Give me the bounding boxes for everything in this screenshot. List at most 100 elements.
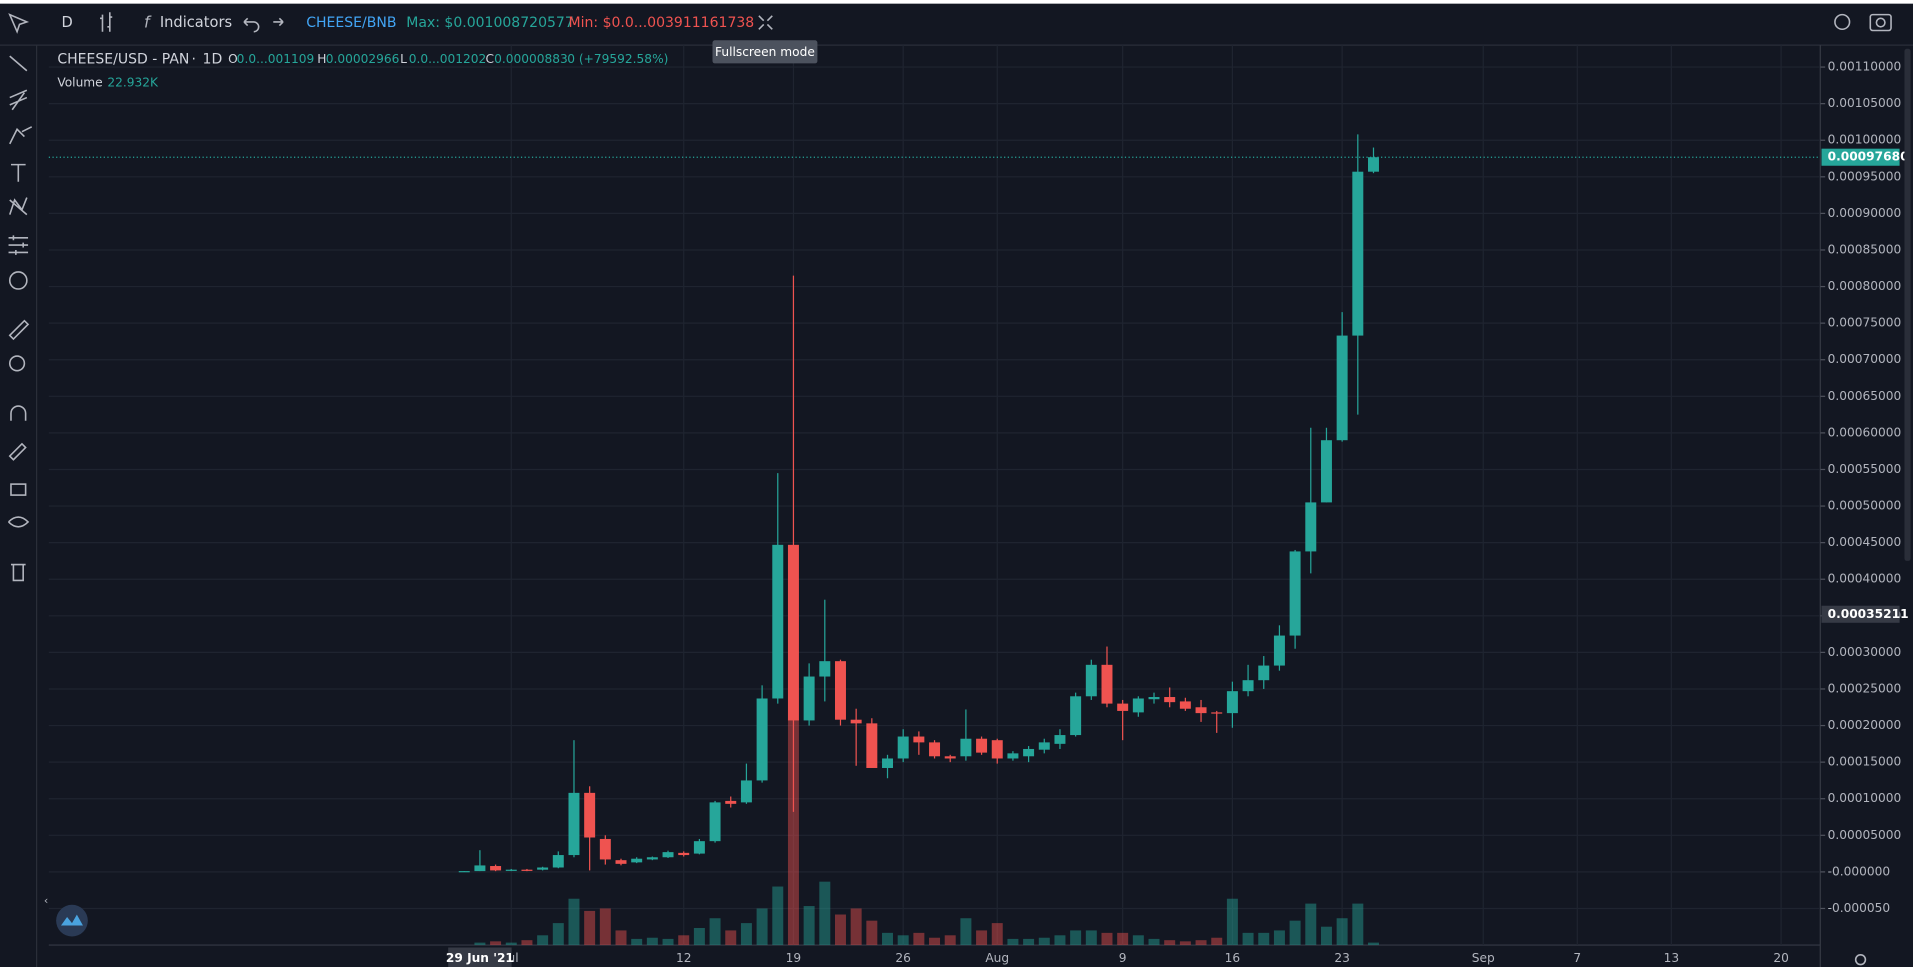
visibility-tool[interactable]	[7, 516, 30, 528]
chart-type-icon[interactable]	[100, 12, 113, 32]
collapse-arrow[interactable]: ‹	[44, 894, 48, 907]
volume-bar	[991, 923, 1003, 946]
volume-bar	[897, 935, 909, 946]
volume-bar	[960, 918, 972, 946]
volume-bar	[1305, 903, 1317, 946]
logo-mark	[61, 914, 83, 926]
ohlc-value: 0.00000883	[494, 52, 568, 66]
volume-bar	[709, 918, 721, 946]
volume-bar	[615, 930, 627, 946]
candle-body	[787, 544, 799, 721]
candle-body	[568, 792, 580, 856]
trend-line-tool[interactable]	[9, 55, 28, 72]
candle-body	[1085, 664, 1097, 697]
x-tick-label: Aug	[985, 951, 1009, 965]
candle-body	[897, 736, 909, 759]
magnet-tool[interactable]	[10, 405, 27, 421]
candle-body	[1117, 703, 1129, 711]
volume-bar	[646, 937, 658, 946]
y-tick-label: 0.00045000	[1828, 535, 1902, 549]
text-tool[interactable]	[10, 163, 26, 182]
candle-body	[1368, 157, 1379, 172]
volume-bar	[490, 941, 502, 946]
candle-body	[740, 780, 752, 803]
candle-body	[1038, 742, 1050, 750]
candle-body	[1320, 440, 1332, 503]
candle-body	[662, 852, 674, 858]
candle-body	[1195, 707, 1207, 714]
volume-bar	[1023, 938, 1035, 946]
crosshair-y-badge	[1821, 605, 1900, 623]
logo[interactable]	[56, 904, 88, 937]
volume-bar	[1132, 935, 1144, 946]
volume-bar	[1289, 920, 1301, 946]
volume-bar	[740, 923, 752, 946]
cursor-icon[interactable]	[8, 13, 30, 34]
candle-body	[490, 866, 502, 871]
volume-bar	[1070, 930, 1082, 946]
camera-lens	[1875, 17, 1886, 28]
x-tick-label: 12	[676, 951, 692, 965]
volume-bar	[599, 908, 611, 946]
ohlc-key: C	[486, 52, 495, 66]
volume-bar	[1242, 932, 1254, 946]
volume-bar	[1211, 937, 1223, 946]
candle-body	[1148, 697, 1160, 700]
scrollbar[interactable]	[1904, 48, 1911, 561]
volume-bar	[1352, 903, 1364, 946]
candle-body	[1226, 691, 1238, 714]
lock-draw-tool[interactable]	[8, 442, 27, 461]
redo-icon[interactable]	[273, 17, 284, 27]
candles-layer	[458, 134, 1379, 873]
candle-body	[1336, 335, 1348, 441]
fib-tool[interactable]	[9, 89, 28, 111]
change-value: 0 (+79592.58%)	[567, 52, 668, 66]
y-tick-label: 0.00005000	[1828, 828, 1902, 842]
y-tick-label: 0.00110000	[1828, 60, 1902, 74]
volume-bar	[1258, 932, 1270, 946]
brush-tool[interactable]	[9, 126, 33, 145]
candle-body	[803, 676, 815, 721]
volume-bar	[568, 898, 580, 946]
max-price: Max: $0.001008720577	[406, 15, 573, 31]
interval-button[interactable]: D	[61, 14, 72, 31]
zoom-tool[interactable]	[8, 355, 26, 372]
settings-icon[interactable]	[1834, 13, 1851, 31]
volume-layer	[474, 719, 1379, 946]
x-tick-label: 13	[1664, 951, 1680, 965]
crosshair-y-label: 0.00035211	[1828, 607, 1909, 621]
candle-body	[552, 855, 564, 868]
undo-icon[interactable]	[243, 17, 260, 33]
camera-icon[interactable]	[1869, 13, 1892, 32]
candle-body	[1242, 680, 1254, 692]
fullscreen-icon[interactable]	[758, 15, 773, 30]
volume-legend-name: Volume	[57, 75, 102, 89]
candle-body	[521, 869, 533, 871]
candle-body	[584, 792, 596, 838]
last-price-label: 0.00097680	[1828, 150, 1909, 164]
indicators-button[interactable]: Indicators	[160, 14, 232, 31]
delete-tool[interactable]	[10, 563, 26, 582]
pattern-tool[interactable]	[9, 197, 28, 216]
ruler-tool[interactable]	[8, 319, 30, 341]
volume-bar	[787, 719, 799, 946]
volume-bar	[1273, 930, 1285, 946]
pair-link[interactable]: CHEESE/BNB	[306, 15, 396, 31]
candle-body	[615, 860, 627, 864]
lock-tool[interactable]	[10, 483, 27, 496]
volume-bar	[1085, 930, 1097, 946]
prediction-tool[interactable]	[8, 235, 29, 255]
y-tick-label: 0.00070000	[1828, 352, 1902, 366]
fx-icon[interactable]: f	[144, 13, 152, 32]
volume-bar	[584, 910, 596, 946]
candle-body	[646, 857, 658, 860]
y-tick-label: 0.00065000	[1828, 389, 1902, 403]
emoji-tool[interactable]	[8, 271, 28, 290]
volume-bar	[678, 935, 690, 946]
axis-settings[interactable]	[1854, 954, 1867, 966]
ohlc-key: L	[400, 52, 407, 66]
top-border	[0, 0, 1913, 4]
y-tick-label: 0.00090000	[1828, 206, 1902, 220]
volume-bar	[521, 940, 533, 946]
